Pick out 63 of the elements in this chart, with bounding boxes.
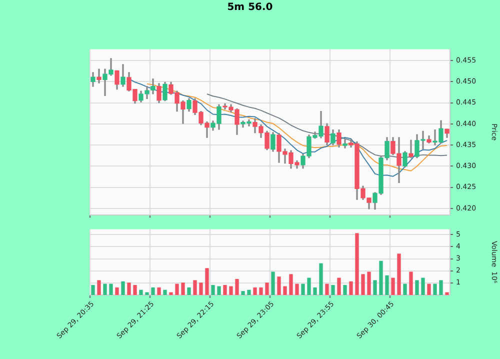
bar <box>325 284 329 295</box>
bar <box>373 280 377 295</box>
bar <box>337 278 341 295</box>
bar <box>235 278 239 295</box>
bar <box>319 263 323 295</box>
bar <box>445 292 449 295</box>
bar <box>343 285 347 295</box>
bar <box>139 290 143 295</box>
bar <box>193 280 197 295</box>
bar <box>301 284 305 295</box>
bar <box>259 287 263 295</box>
bar <box>109 284 113 295</box>
bar <box>103 284 107 295</box>
bar <box>307 278 311 295</box>
chart-title: 5m 56.0 <box>226 2 274 13</box>
bar <box>355 233 359 295</box>
bar <box>223 285 227 295</box>
bar <box>385 275 389 295</box>
bar <box>163 290 167 295</box>
bar <box>91 285 95 295</box>
bar <box>241 291 245 295</box>
bar <box>151 287 155 295</box>
bar <box>283 286 287 295</box>
bar <box>247 290 251 295</box>
candlestick <box>408 140 414 158</box>
bar <box>157 287 161 295</box>
bar <box>199 282 203 295</box>
bar <box>403 284 407 295</box>
bar <box>121 281 125 295</box>
bar <box>175 284 179 295</box>
bar <box>115 287 119 295</box>
bar <box>421 278 425 295</box>
bar <box>145 292 149 295</box>
bar <box>229 286 233 295</box>
bar <box>427 284 431 295</box>
bar <box>433 284 437 295</box>
bar <box>289 274 293 295</box>
bar <box>277 276 281 295</box>
bar <box>217 286 221 295</box>
bar <box>313 287 317 295</box>
bar <box>181 282 185 295</box>
bar <box>409 272 413 295</box>
bar <box>133 285 137 295</box>
bar <box>169 292 173 295</box>
bar <box>391 278 395 295</box>
bar <box>211 285 215 295</box>
candlestick <box>96 68 102 84</box>
bar <box>127 282 131 295</box>
bar <box>397 254 401 295</box>
bar <box>205 268 209 295</box>
bar <box>253 287 257 295</box>
bar <box>187 287 191 295</box>
bar <box>415 280 419 295</box>
bar <box>265 282 269 295</box>
bar <box>331 285 335 295</box>
bar <box>379 260 383 295</box>
bar <box>439 280 443 295</box>
bar <box>271 272 275 295</box>
bar <box>367 272 371 295</box>
bar <box>349 281 353 295</box>
bar <box>97 280 101 295</box>
bar <box>295 284 299 295</box>
bar <box>361 274 365 295</box>
